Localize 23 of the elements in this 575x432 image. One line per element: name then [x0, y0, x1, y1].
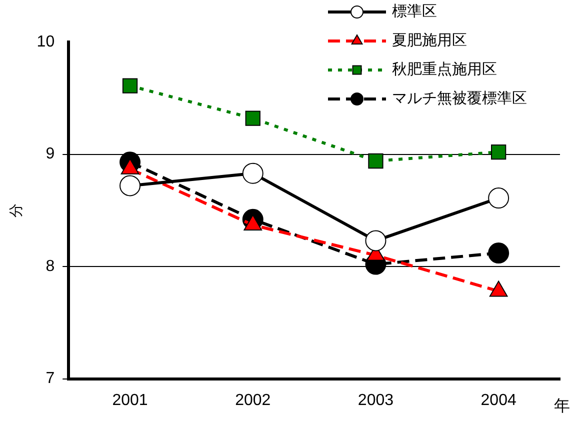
- point: [488, 242, 510, 264]
- legend-label: 夏肥施用区: [392, 32, 467, 50]
- point: [242, 162, 264, 184]
- point: [491, 144, 506, 160]
- x-tick-label: 2003: [358, 392, 394, 409]
- point: [365, 230, 386, 252]
- point: [245, 110, 260, 126]
- y-tick-label: 9: [46, 146, 55, 163]
- legend-label: 秋肥重点施用区: [392, 61, 497, 78]
- point: [488, 188, 510, 209]
- x-tick-label: 2002: [235, 392, 271, 409]
- legend-label: 標準区: [392, 3, 437, 20]
- y-tick-label: 10: [36, 33, 55, 50]
- x-tick-label: 2001: [112, 392, 148, 409]
- point: [120, 175, 141, 196]
- legend-label: マルチ無被覆標準区: [392, 90, 527, 108]
- y-tick-label: 8: [46, 258, 55, 275]
- y-axis-title: 分: [7, 203, 24, 218]
- x-tick-label: 2004: [480, 392, 516, 409]
- y-tick-label: 7: [46, 370, 55, 388]
- point: [368, 153, 384, 169]
- point: [122, 78, 138, 94]
- x-axis-title: 年: [554, 398, 570, 416]
